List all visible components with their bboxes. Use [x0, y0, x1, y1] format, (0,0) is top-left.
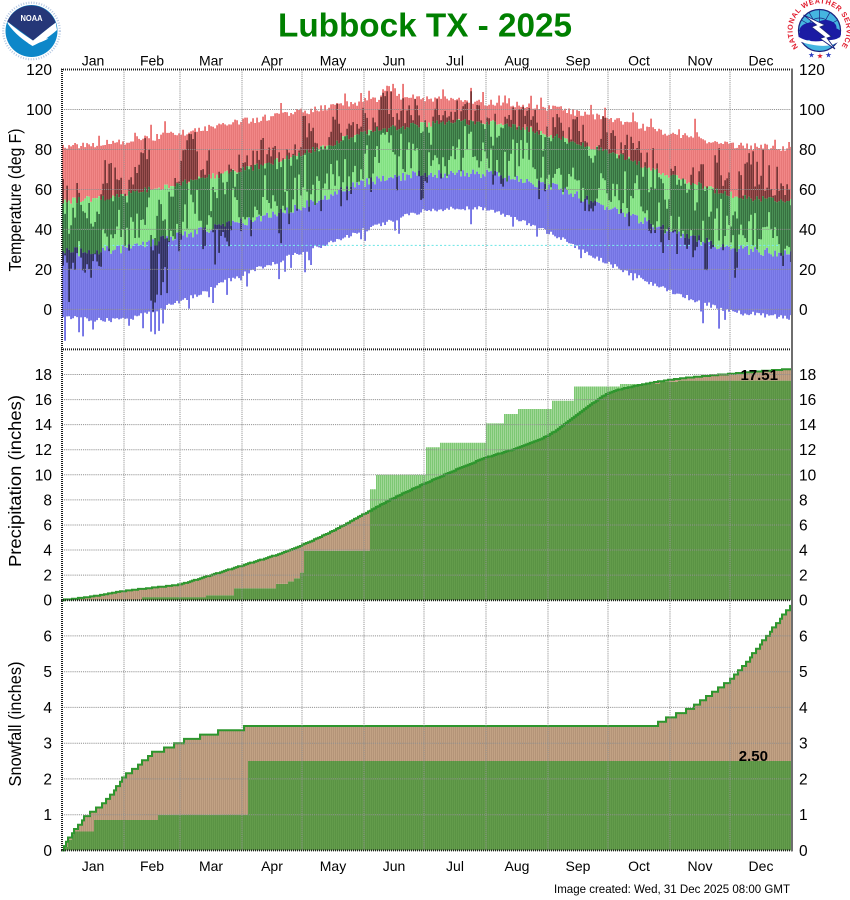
svg-text:4: 4	[799, 700, 808, 717]
svg-text:★: ★	[817, 52, 824, 61]
svg-text:Dec: Dec	[749, 52, 774, 68]
svg-text:120: 120	[26, 62, 52, 79]
svg-text:6: 6	[799, 518, 808, 535]
svg-text:Apr: Apr	[261, 52, 283, 68]
svg-text:Temperature (deg F): Temperature (deg F)	[5, 129, 25, 272]
svg-text:14: 14	[35, 417, 53, 434]
svg-text:Feb: Feb	[140, 858, 164, 874]
svg-text:40: 40	[35, 222, 53, 239]
svg-text:12: 12	[799, 442, 816, 459]
svg-text:Sep: Sep	[566, 858, 591, 874]
svg-text:0: 0	[43, 843, 52, 860]
svg-text:Apr: Apr	[261, 858, 283, 874]
svg-text:Sep: Sep	[566, 52, 591, 68]
svg-text:3: 3	[43, 736, 52, 753]
svg-text:0: 0	[799, 302, 808, 319]
svg-text:16: 16	[35, 392, 52, 409]
svg-text:1: 1	[799, 807, 808, 824]
svg-text:Nov: Nov	[688, 858, 713, 874]
svg-text:16: 16	[799, 392, 816, 409]
svg-text:Aug: Aug	[505, 858, 530, 874]
svg-text:Jun: Jun	[383, 52, 406, 68]
svg-text:4: 4	[43, 543, 52, 560]
svg-text:Mar: Mar	[199, 858, 223, 874]
svg-text:★: ★	[808, 51, 815, 60]
svg-text:2: 2	[43, 568, 52, 585]
svg-text:0: 0	[43, 302, 52, 319]
svg-text:12: 12	[35, 442, 52, 459]
svg-text:May: May	[320, 52, 346, 68]
svg-text:5: 5	[799, 664, 808, 681]
svg-text:3: 3	[799, 736, 808, 753]
svg-text:80: 80	[35, 142, 53, 159]
svg-text:1: 1	[43, 807, 52, 824]
svg-text:4: 4	[43, 700, 52, 717]
svg-text:Oct: Oct	[628, 52, 650, 68]
svg-text:20: 20	[799, 262, 817, 279]
svg-text:10: 10	[799, 467, 817, 484]
svg-text:18: 18	[799, 367, 816, 384]
svg-text:2: 2	[799, 771, 808, 788]
svg-text:NOAA: NOAA	[21, 14, 43, 23]
svg-text:20: 20	[35, 262, 53, 279]
svg-text:60: 60	[35, 182, 53, 199]
svg-text:Aug: Aug	[505, 52, 530, 68]
svg-text:8: 8	[799, 492, 808, 509]
svg-text:★: ★	[825, 51, 832, 60]
svg-text:4: 4	[799, 543, 808, 560]
svg-text:100: 100	[799, 102, 825, 119]
svg-text:Lubbock TX - 2025: Lubbock TX - 2025	[278, 7, 572, 44]
svg-text:0: 0	[799, 593, 808, 610]
svg-text:100: 100	[26, 102, 52, 119]
svg-text:80: 80	[799, 142, 817, 159]
svg-text:120: 120	[799, 62, 825, 79]
svg-text:Oct: Oct	[628, 858, 650, 874]
svg-text:18: 18	[35, 367, 52, 384]
svg-text:17.51: 17.51	[740, 367, 778, 384]
svg-text:Precipitation (inches): Precipitation (inches)	[5, 395, 25, 567]
svg-text:6: 6	[799, 628, 808, 645]
svg-text:Feb: Feb	[140, 52, 164, 68]
svg-text:Jan: Jan	[82, 858, 105, 874]
svg-text:2: 2	[43, 771, 52, 788]
svg-text:Jun: Jun	[383, 858, 406, 874]
svg-text:10: 10	[35, 467, 53, 484]
svg-text:2.50: 2.50	[739, 748, 768, 765]
svg-text:0: 0	[799, 843, 808, 860]
svg-text:0: 0	[43, 593, 52, 610]
svg-text:Snowfall (inches): Snowfall (inches)	[5, 662, 25, 787]
svg-text:Image created: Wed, 31 Dec 202: Image created: Wed, 31 Dec 2025 08:00 GM…	[554, 882, 790, 896]
svg-text:6: 6	[43, 628, 52, 645]
svg-text:Jul: Jul	[446, 52, 464, 68]
svg-text:Dec: Dec	[749, 858, 774, 874]
svg-text:Mar: Mar	[199, 52, 223, 68]
svg-text:Jul: Jul	[446, 858, 464, 874]
svg-text:6: 6	[43, 518, 52, 535]
svg-text:14: 14	[799, 417, 817, 434]
svg-text:8: 8	[43, 492, 52, 509]
svg-text:2: 2	[799, 568, 808, 585]
svg-text:60: 60	[799, 182, 817, 199]
svg-text:5: 5	[43, 664, 52, 681]
svg-text:May: May	[320, 858, 346, 874]
svg-text:Nov: Nov	[688, 52, 713, 68]
svg-text:Jan: Jan	[82, 52, 105, 68]
svg-text:40: 40	[799, 222, 817, 239]
